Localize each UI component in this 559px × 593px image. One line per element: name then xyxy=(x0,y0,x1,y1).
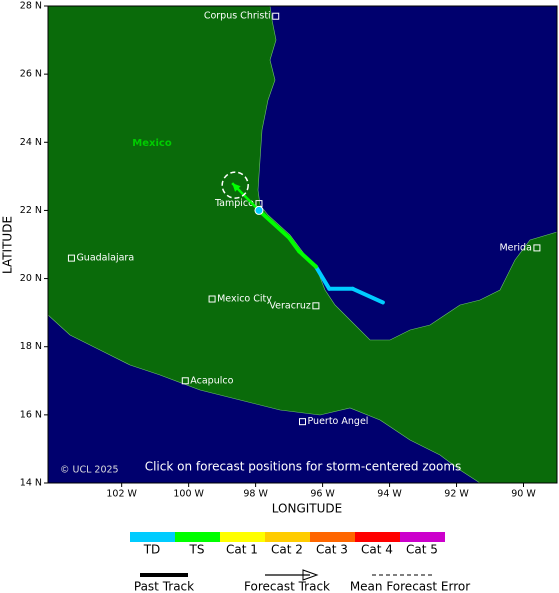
city-label: Merida xyxy=(499,242,531,253)
y-tick-label: 16 N xyxy=(20,409,42,420)
city-marker xyxy=(181,377,189,385)
y-tick-label: 14 N xyxy=(20,478,42,489)
city-marker xyxy=(533,244,541,252)
past-track-segment xyxy=(297,249,318,269)
past-track-segment xyxy=(313,264,332,291)
city-label: Puerto Angel xyxy=(308,416,369,427)
land xyxy=(47,5,558,484)
city-marker xyxy=(299,418,306,426)
intensity-label: Cat 5 xyxy=(406,543,438,557)
x-tick-label: 92 W xyxy=(444,489,469,500)
past-track-segment xyxy=(350,286,385,305)
intensity-swatch xyxy=(310,532,355,542)
city-label: Mexico City xyxy=(217,294,272,305)
past-track-segment xyxy=(256,208,292,240)
city-label: Acapulco xyxy=(190,375,233,386)
forecast-sample-head xyxy=(302,569,319,581)
current-position xyxy=(254,205,264,215)
intensity-label: TD xyxy=(143,543,161,557)
intensity-label: Cat 2 xyxy=(271,543,303,557)
click-note: Click on forecast positions for storm-ce… xyxy=(145,460,462,474)
city-marker xyxy=(312,302,320,310)
forecast-arrowhead xyxy=(232,183,241,192)
map-frame xyxy=(47,5,558,484)
city-label: Corpus Christi xyxy=(204,11,271,22)
copyright: © UCL 2025 xyxy=(60,465,119,476)
y-tick-label: 26 N xyxy=(20,69,42,80)
track-legend-label: Mean Forecast Error xyxy=(350,580,470,593)
track-legend-label: Past Track xyxy=(134,580,194,593)
country-label: Mexico xyxy=(132,138,172,149)
x-tick-label: 96 W xyxy=(310,489,335,500)
city-label: Tampico xyxy=(214,198,254,209)
intensity-label: Cat 1 xyxy=(226,543,258,557)
track-legend-label: Forecast Track xyxy=(244,580,330,593)
x-tick-label: 94 W xyxy=(377,489,402,500)
y-axis-label: LATITUDE xyxy=(1,216,15,274)
city-marker xyxy=(67,254,75,262)
forecast-error-circle xyxy=(221,171,249,199)
intensity-swatch xyxy=(220,532,265,542)
y-tick-label: 28 N xyxy=(20,1,42,12)
x-tick-label: 98 W xyxy=(243,489,268,500)
y-tick-label: 20 N xyxy=(20,273,42,284)
intensity-label: Cat 4 xyxy=(361,543,393,557)
city-label: Veracruz xyxy=(269,300,310,311)
x-tick-label: 100 W xyxy=(173,489,204,500)
city-marker xyxy=(272,12,280,20)
y-tick-label: 18 N xyxy=(20,341,42,352)
x-tick-label: 90 W xyxy=(511,489,536,500)
intensity-label: Cat 3 xyxy=(316,543,348,557)
intensity-swatch xyxy=(175,532,220,542)
city-marker xyxy=(208,295,216,303)
intensity-swatch xyxy=(265,532,310,542)
intensity-label: TS xyxy=(189,543,205,557)
intensity-swatch xyxy=(355,532,400,542)
x-axis-label: LONGITUDE xyxy=(272,502,342,516)
y-tick-label: 22 N xyxy=(20,205,42,216)
intensity-swatch xyxy=(400,532,445,542)
past-track-segment xyxy=(287,235,302,254)
intensity-swatch xyxy=(130,532,175,542)
y-tick-label: 24 N xyxy=(20,137,42,148)
x-tick-label: 102 W xyxy=(106,489,137,500)
city-label: Guadalajara xyxy=(76,253,134,264)
